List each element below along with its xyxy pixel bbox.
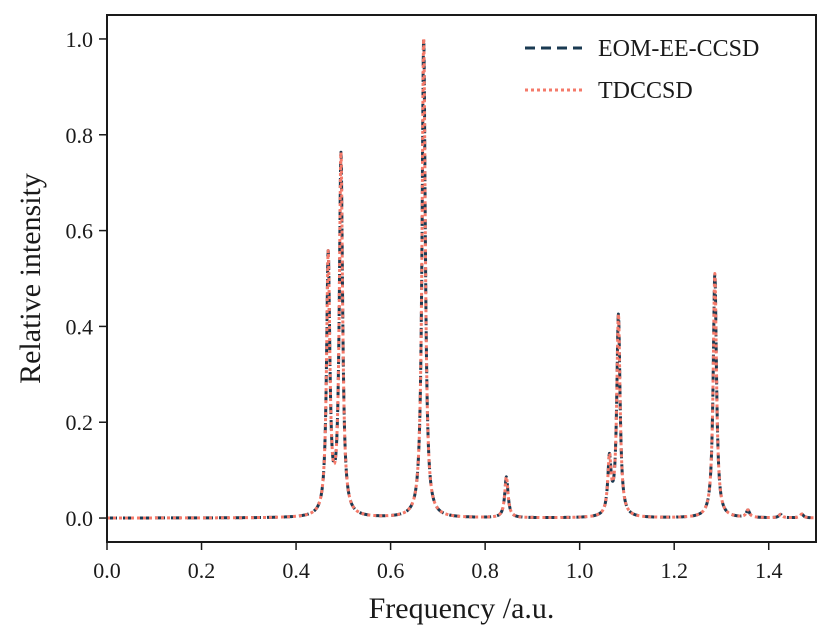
series-line-tdccsd — [107, 37, 816, 520]
y-tick-label: 0.4 — [66, 314, 94, 339]
y-tick-label: 0.8 — [66, 123, 94, 148]
x-tick-label: 0.8 — [471, 558, 499, 583]
x-tick-label: 1.2 — [660, 558, 688, 583]
x-axis-title: Frequency /a.u. — [369, 592, 555, 625]
x-tick-label: 1.0 — [566, 558, 594, 583]
legend: EOM-EE-CCSD TDCCSD — [525, 36, 759, 104]
y-tick-label: 0.0 — [66, 506, 94, 531]
x-tick-label: 0.2 — [188, 558, 216, 583]
y-tick-label: 0.2 — [66, 410, 94, 435]
y-tick-label: 1.0 — [66, 27, 94, 52]
legend-label: EOM-EE-CCSD — [598, 36, 759, 62]
x-tick-label: 0.6 — [377, 558, 405, 583]
x-tick-label: 0.0 — [93, 558, 121, 583]
y-axis-title: Relative intensity — [14, 173, 47, 384]
y-tick-label: 0.6 — [66, 219, 94, 244]
x-axis: 0.0 0.2 0.4 0.6 0.8 1.0 1.2 1.4 — [93, 542, 782, 583]
plot-layer — [107, 37, 816, 520]
x-tick-label: 1.4 — [755, 558, 783, 583]
x-tick-label: 0.4 — [282, 558, 310, 583]
plot-frame — [106, 14, 817, 543]
series-line-eom-ee-ccsd — [107, 37, 816, 520]
legend-label: TDCCSD — [598, 78, 693, 104]
y-axis: 0.0 0.2 0.4 0.6 0.8 1.0 — [66, 27, 107, 531]
